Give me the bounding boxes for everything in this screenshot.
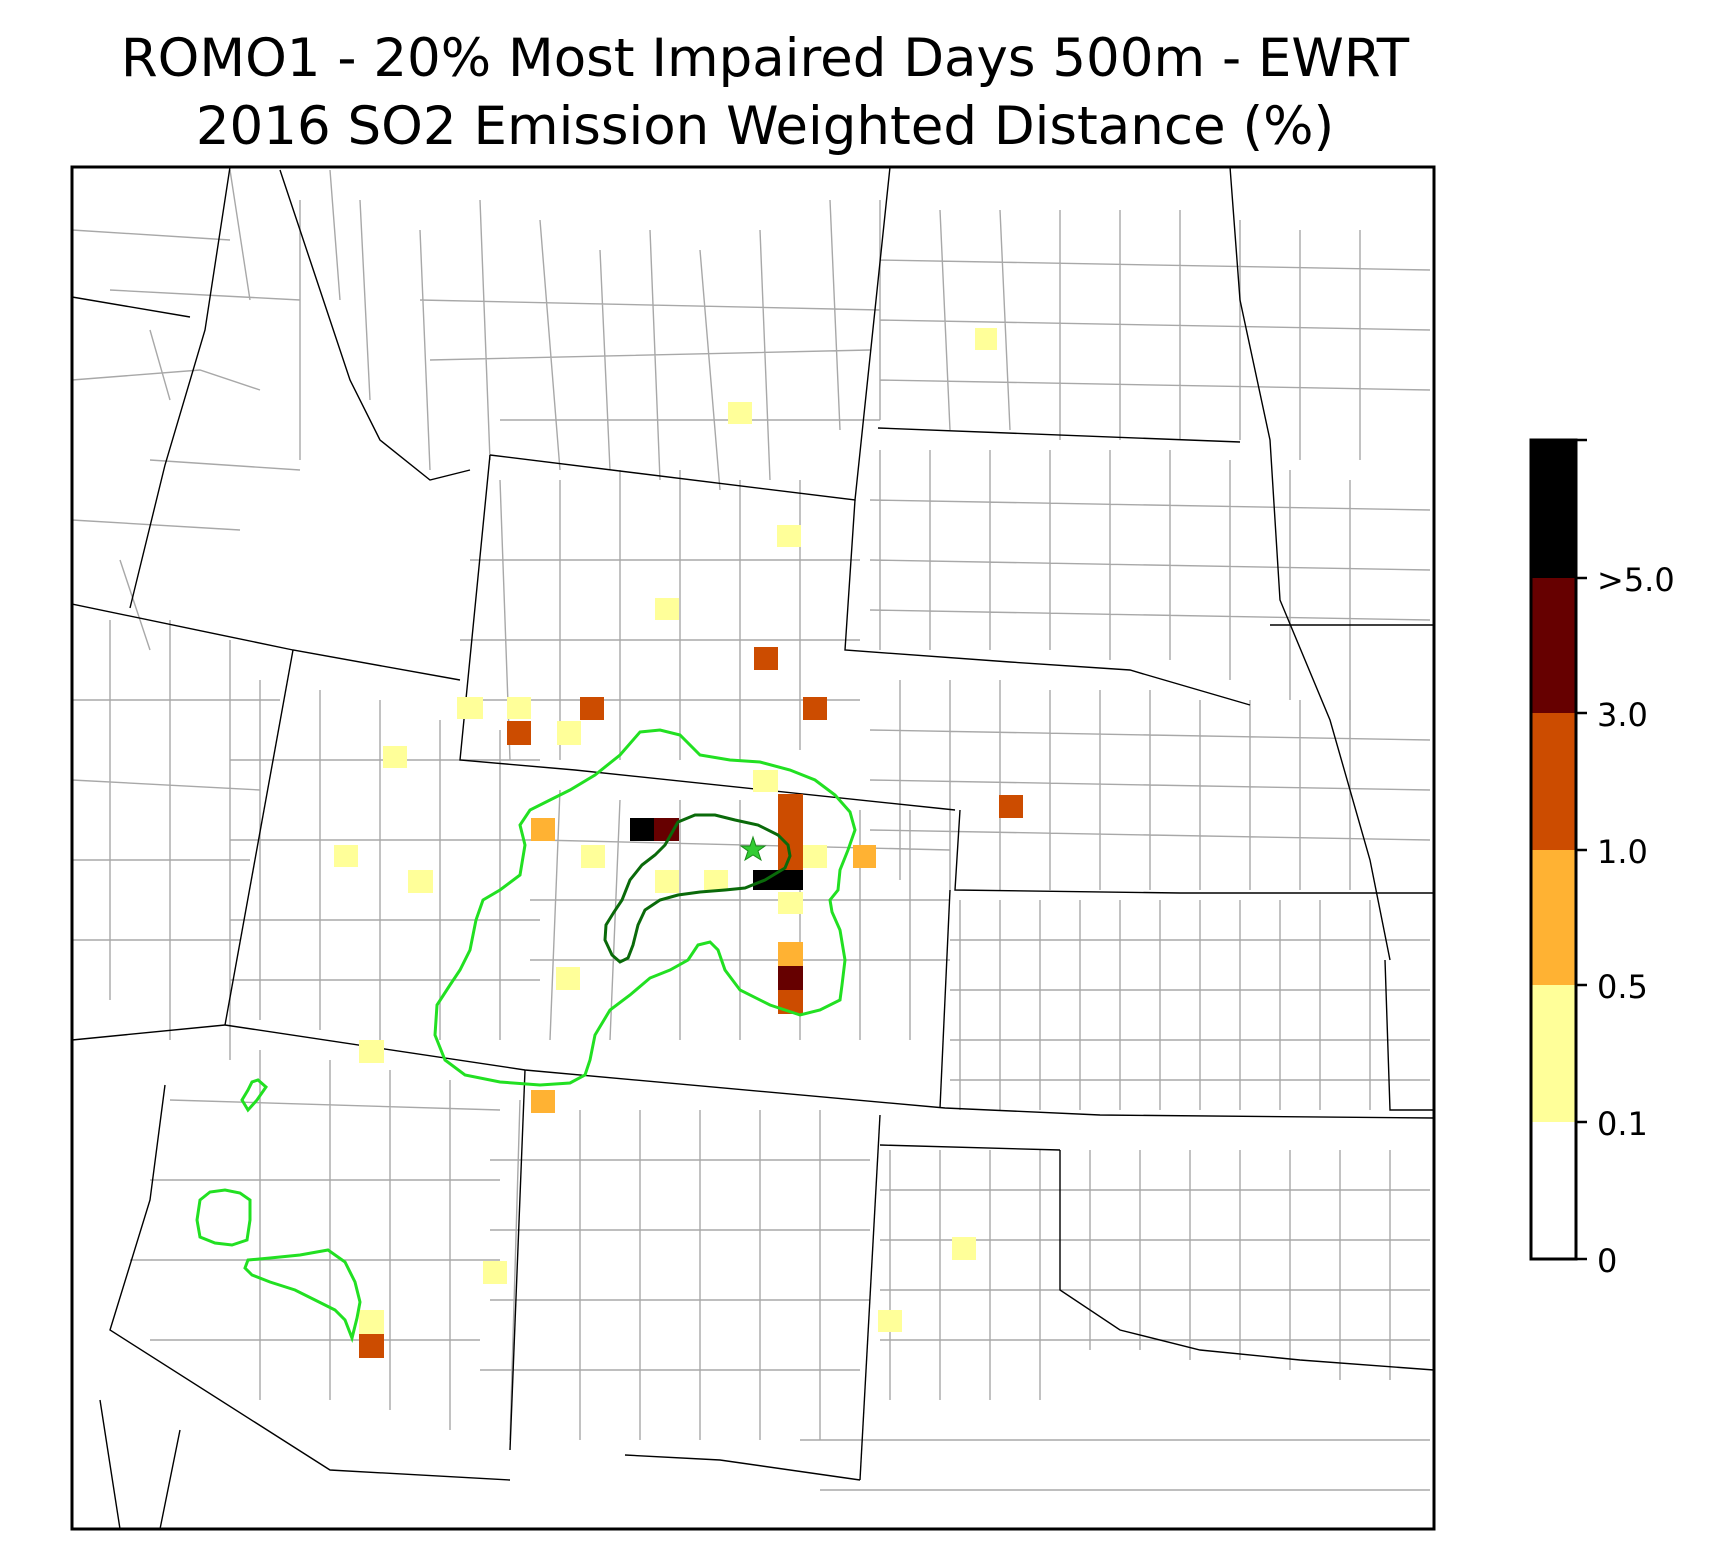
- contour-inner: [603, 813, 792, 964]
- emission-cell: [778, 942, 803, 966]
- colorbar-bin-0: [1531, 1122, 1576, 1259]
- contour-outer: [240, 1078, 268, 1113]
- emission-cell: [557, 721, 581, 745]
- emission-cell: [655, 598, 679, 620]
- emission-cell: [580, 697, 604, 720]
- contour-outer: [433, 728, 857, 1087]
- colorbar-label: >5.0: [1597, 561, 1675, 599]
- contour-lines: [195, 728, 857, 1343]
- emission-cell: [359, 1040, 384, 1063]
- emission-cell: [655, 870, 679, 893]
- emission-cell: [803, 697, 827, 720]
- colorbar-label: 0.1: [1597, 1105, 1648, 1143]
- county-borders: [72, 169, 1431, 1491]
- map-title-line2: 2016 SO2 Emission Weighted Distance (%): [195, 96, 1335, 157]
- emission-cell: [778, 966, 803, 990]
- emission-cell: [383, 746, 407, 768]
- emission-cell: [753, 770, 778, 792]
- emission-cell: [457, 697, 483, 719]
- emission-cell: [556, 967, 580, 990]
- emission-cell: [483, 1261, 507, 1284]
- emission-cell: [999, 795, 1023, 818]
- emission-cell: [754, 647, 778, 670]
- emission-cell: [753, 870, 803, 890]
- state-borders: [72, 167, 1434, 1529]
- emission-cell: [878, 1310, 902, 1332]
- emission-cell: [359, 1310, 384, 1334]
- colorbar-label: 3.0: [1597, 696, 1648, 734]
- colorbar-bin-2: [1531, 850, 1576, 985]
- emission-cell: [728, 402, 752, 424]
- emission-cell: [654, 818, 679, 841]
- emission-cell: [778, 794, 803, 845]
- colorbar-label: 1.0: [1597, 833, 1648, 871]
- emission-cell: [507, 697, 531, 719]
- colorbar: [1529, 438, 1587, 1261]
- emission-cell: [507, 721, 531, 745]
- emission-cell: [408, 870, 433, 893]
- emission-cell: [803, 845, 827, 868]
- emission-cell: [704, 870, 728, 890]
- emission-cell: [952, 1237, 976, 1260]
- emission-cell: [778, 892, 803, 914]
- emission-cell: [630, 818, 654, 841]
- colorbar-bin-1: [1531, 985, 1576, 1122]
- contour-outer: [195, 1188, 252, 1247]
- colorbar-bin-5: [1531, 440, 1576, 578]
- map-title-line1: ROMO1 - 20% Most Impaired Days 500m - EW…: [120, 28, 1410, 89]
- contour-outer: [243, 1248, 362, 1343]
- star-icon: [739, 835, 767, 862]
- colorbar-bin-4: [1531, 578, 1576, 713]
- colorbar-label: 0: [1597, 1242, 1618, 1280]
- emission-cell: [531, 1090, 555, 1113]
- emission-cell: [531, 818, 555, 841]
- emission-cell: [334, 845, 358, 867]
- map-frame: [70, 165, 1436, 1531]
- emission-cell: [777, 525, 801, 547]
- emission-cell: [581, 845, 605, 868]
- map-area: [72, 167, 1434, 1529]
- colorbar-label: 0.5: [1597, 968, 1648, 1006]
- emission-cell: [853, 845, 876, 868]
- emission-cells: [334, 328, 1023, 1358]
- emission-cell: [975, 328, 997, 350]
- emission-cell: [359, 1334, 384, 1358]
- colorbar-bin-3: [1531, 713, 1576, 850]
